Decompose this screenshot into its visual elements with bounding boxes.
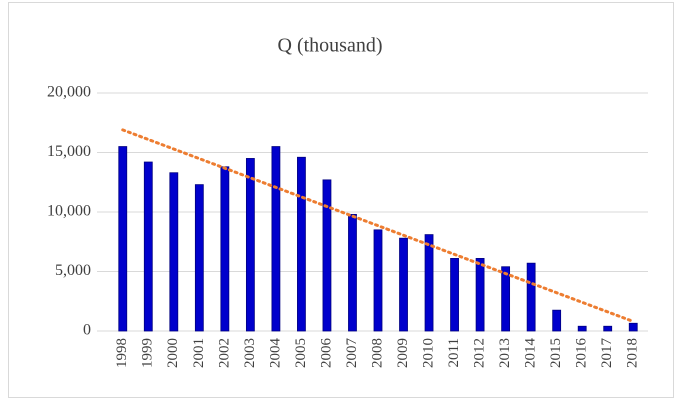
x-tick-label: 2005 bbox=[293, 338, 309, 368]
bar bbox=[424, 234, 434, 332]
bar bbox=[450, 258, 459, 332]
x-tick-label: 1998 bbox=[114, 338, 130, 368]
x-tick-label: 2009 bbox=[395, 338, 411, 368]
y-tick-label: 15,000 bbox=[47, 143, 91, 160]
bar bbox=[399, 237, 408, 332]
bar bbox=[118, 146, 128, 332]
x-tick-label: 2016 bbox=[574, 338, 590, 369]
bar bbox=[348, 213, 357, 332]
bar bbox=[245, 158, 255, 332]
x-tick-label: 2015 bbox=[548, 338, 564, 368]
bar bbox=[297, 156, 306, 332]
bar bbox=[373, 229, 383, 332]
x-tick-label: 2000 bbox=[165, 338, 181, 368]
chart-title: Q (thousand) bbox=[278, 35, 383, 57]
y-tick-label: 5,000 bbox=[55, 262, 91, 279]
bar bbox=[169, 172, 179, 332]
x-tick-label: 1999 bbox=[140, 338, 156, 368]
x-tick-label: 2008 bbox=[369, 338, 385, 368]
x-tick-label: 2017 bbox=[599, 338, 615, 369]
x-tick-label: 2013 bbox=[497, 338, 513, 368]
bar bbox=[552, 309, 562, 332]
bar bbox=[603, 325, 613, 332]
bar bbox=[628, 322, 638, 332]
x-tick-label: 2006 bbox=[318, 338, 334, 369]
x-tick-label: 2007 bbox=[344, 338, 360, 369]
bar bbox=[475, 258, 485, 332]
bar bbox=[501, 266, 511, 332]
bar bbox=[271, 146, 281, 332]
bar bbox=[322, 179, 332, 332]
x-tick-label: 2001 bbox=[191, 338, 207, 368]
x-tick-label: 2002 bbox=[216, 338, 232, 368]
x-tick-label: 2011 bbox=[446, 338, 462, 367]
x-tick-label: 2018 bbox=[625, 338, 641, 368]
x-tick-label: 2010 bbox=[420, 338, 436, 368]
x-tick-label: 2004 bbox=[267, 338, 283, 369]
y-tick-label: 0 bbox=[83, 322, 91, 339]
y-tick-label: 20,000 bbox=[47, 84, 91, 101]
bar bbox=[526, 262, 536, 332]
x-tick-label: 2014 bbox=[523, 338, 539, 369]
bar bbox=[220, 166, 230, 332]
trendline bbox=[121, 128, 635, 323]
x-tick-label: 2012 bbox=[472, 338, 488, 368]
bar bbox=[194, 184, 204, 332]
bar bbox=[577, 325, 587, 332]
bar bbox=[143, 161, 153, 332]
y-tick-label: 10,000 bbox=[47, 203, 91, 220]
x-tick-label: 2003 bbox=[242, 338, 258, 368]
